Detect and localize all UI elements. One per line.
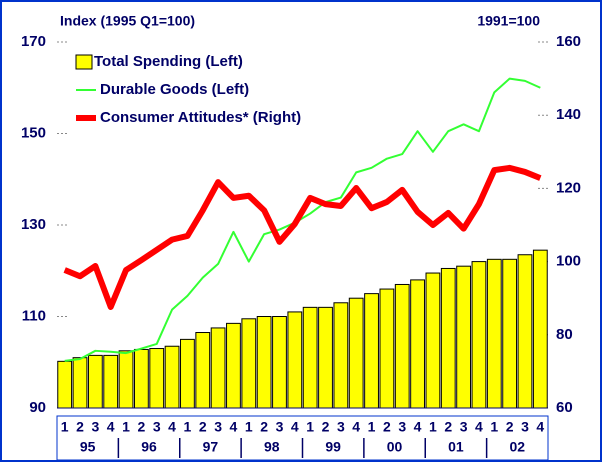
x-tick-label: 3 [460, 419, 468, 435]
x-tick-label: 4 [107, 419, 115, 435]
year-label: 98 [264, 439, 280, 455]
x-tick-label: 3 [153, 419, 161, 435]
bar [302, 306, 318, 409]
bar [364, 293, 379, 409]
y-tick-label: 90 [29, 399, 46, 416]
year-label: 97 [203, 439, 219, 455]
legend-label: Consumer Attitudes* (Right) [100, 109, 301, 126]
x-tick-label: 3 [276, 419, 284, 435]
x-tick-label: 1 [306, 419, 314, 435]
bar [333, 302, 349, 409]
bar [410, 279, 425, 409]
bar [210, 327, 226, 409]
bar [272, 316, 287, 409]
bar [532, 249, 548, 409]
x-tick-label: 1 [368, 419, 376, 435]
x-tick-label: 2 [260, 419, 268, 435]
bar [348, 297, 364, 409]
bar [180, 338, 195, 409]
bar [57, 360, 73, 409]
x-tick-label: 3 [521, 419, 529, 435]
year-label: 99 [325, 439, 341, 455]
bar [72, 357, 88, 409]
bar [517, 254, 533, 409]
bar [87, 354, 103, 409]
year-label: 00 [387, 439, 403, 455]
bar [471, 261, 487, 409]
x-tick-label: 4 [475, 419, 483, 435]
line [63, 164, 542, 310]
y-tick-label: 130 [21, 216, 46, 233]
x-tick-label: 4 [536, 419, 544, 435]
x-tick-label: 4 [230, 419, 238, 435]
legend-swatch [75, 54, 93, 70]
x-tick-label: 1 [245, 419, 253, 435]
y-tick-label: 170 [21, 33, 46, 50]
bar [164, 345, 180, 409]
x-tick-label: 3 [337, 419, 345, 435]
line [64, 77, 541, 362]
x-tick-label: 4 [352, 419, 360, 435]
x-tick-label: 4 [414, 419, 422, 435]
year-label: 96 [141, 439, 157, 455]
x-tick-label: 4 [291, 419, 299, 435]
year-label: 01 [448, 439, 464, 455]
left-axis-label: Index (1995 Q1=100) [60, 13, 195, 29]
x-tick-label: 4 [168, 419, 176, 435]
x-tick-label: 1 [122, 419, 130, 435]
bar [149, 348, 165, 409]
x-tick-label: 3 [91, 419, 99, 435]
right-axis-label: 1991=100 [477, 13, 540, 29]
y2-tick-label: 140 [556, 106, 581, 123]
x-tick-label: 2 [76, 419, 84, 435]
bar [502, 258, 518, 409]
x-tick-label: 2 [199, 419, 207, 435]
bar [440, 267, 456, 409]
bar [103, 354, 119, 409]
x-tick-label: 2 [137, 419, 145, 435]
y2-tick-label: 120 [556, 179, 581, 196]
bar [379, 288, 395, 409]
x-tick-label: 1 [61, 419, 69, 435]
bar [486, 258, 502, 409]
bar [118, 350, 134, 409]
year-label: 02 [510, 439, 526, 455]
y2-tick-label: 60 [556, 399, 573, 416]
x-tick-label: 3 [398, 419, 406, 435]
legend-label: Total Spending (Left) [94, 53, 243, 70]
year-label: 95 [80, 439, 96, 455]
bar [287, 311, 303, 409]
bar [318, 306, 333, 409]
bar [226, 322, 241, 409]
bar [241, 318, 257, 409]
bar [456, 265, 472, 409]
x-tick-label: 1 [184, 419, 192, 435]
x-tick-label: 2 [506, 419, 514, 435]
y2-tick-label: 80 [556, 326, 573, 343]
bar [133, 348, 149, 409]
legend-label: Durable Goods (Left) [100, 81, 249, 98]
y2-tick-label: 100 [556, 253, 581, 270]
y-tick-label: 150 [21, 124, 46, 141]
bar [256, 316, 272, 409]
x-tick-label: 3 [214, 419, 222, 435]
x-tick-label: 2 [322, 419, 330, 435]
y-tick-label: 110 [22, 307, 46, 324]
x-tick-label: 2 [444, 419, 452, 435]
x-tick-label: 2 [383, 419, 391, 435]
bar [195, 332, 211, 409]
x-tick-label: 1 [429, 419, 437, 435]
x-tick-label: 1 [490, 419, 498, 435]
bar [394, 283, 410, 409]
bar [425, 272, 441, 409]
y2-tick-label: 160 [556, 33, 581, 50]
